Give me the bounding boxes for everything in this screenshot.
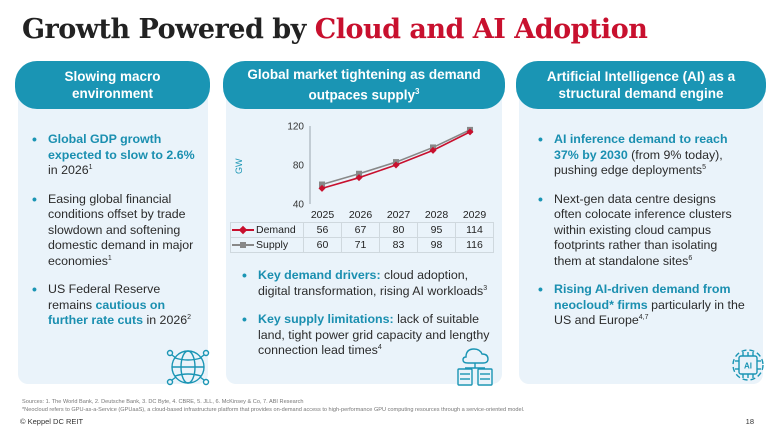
ai-chip-label: AI <box>744 362 752 371</box>
table-header-row: 2025 2026 2027 2028 2029 <box>231 208 494 223</box>
demand-legend-marker <box>232 226 254 234</box>
market-bullet-demand: Key demand drivers: cloud adoption, digi… <box>240 268 496 299</box>
legend-supply: Supply <box>230 237 304 253</box>
y-tick-label: 40 <box>293 200 305 211</box>
legend-demand: Demand <box>230 222 304 238</box>
year-cell: 2026 <box>348 209 373 221</box>
table-cell: 71 <box>341 237 380 253</box>
cloud-server-icon <box>457 348 493 386</box>
table-row-supply: Supply 60 71 83 98 116 <box>230 237 494 253</box>
macro-bullets: Global GDP growth expected to slow to 2.… <box>30 132 202 342</box>
y-tick-label: 80 <box>293 161 305 172</box>
point-demand <box>318 184 326 192</box>
title-part-dark: Growth Powered by <box>22 14 315 45</box>
point-demand <box>392 161 400 169</box>
panel-market-header: Global market tightening as demand outpa… <box>223 61 505 109</box>
series-line-supply <box>321 129 471 186</box>
table-cell: 80 <box>379 222 418 238</box>
macro-bullet-financial: Easing global financial conditions offse… <box>30 192 202 270</box>
year-cell: 2029 <box>462 209 487 221</box>
ai-chip-icon: AI <box>732 349 764 381</box>
y-tick-label: 120 <box>287 122 304 133</box>
table-cell: 98 <box>417 237 456 253</box>
year-cell: 2027 <box>386 209 411 221</box>
macro-bullet-gdp: Global GDP growth expected to slow to 2.… <box>30 132 202 179</box>
brand-footer: © Keppel DC REIT <box>20 417 84 426</box>
macro-bullet-fed: US Federal Reserve remains cautious on f… <box>30 282 202 329</box>
point-supply <box>356 170 362 177</box>
page-title: Growth Powered by Cloud and AI Adoption <box>22 14 648 45</box>
year-cell: 2025 <box>310 209 335 221</box>
table-cell: 116 <box>455 237 494 253</box>
table-cell: 60 <box>303 237 342 253</box>
point-demand <box>466 128 474 136</box>
table-cell: 114 <box>455 222 494 238</box>
table-cell: 67 <box>341 222 380 238</box>
table-cell: 83 <box>379 237 418 253</box>
panel-macro-header: Slowing macro environment <box>15 61 210 109</box>
sources-footnote: Sources: 1. The World Bank, 2. Deutsche … <box>22 399 304 405</box>
point-demand <box>355 174 363 182</box>
neocloud-footnote: *Neocloud refers to GPU-as-a-Service (GP… <box>22 407 525 413</box>
y-axis-label: GW <box>234 158 244 174</box>
table-cell: 95 <box>417 222 456 238</box>
title-part-red: Cloud and AI Adoption <box>314 14 648 45</box>
market-bullet-supply: Key supply limitations: lack of suitable… <box>240 312 496 359</box>
chart-data-table: 2025 2026 2027 2028 2029 Demand 56 67 80… <box>230 208 494 253</box>
ai-bullet-neocloud: Rising AI-driven demand from neocloud* f… <box>536 282 746 329</box>
ai-bullet-design: Next-gen data centre designs often coloc… <box>536 192 746 270</box>
page-number: 18 <box>745 417 754 426</box>
ai-bullets: AI inference demand to reach 37% by 2030… <box>536 132 746 342</box>
point-demand <box>429 146 437 154</box>
year-cell: 2028 <box>424 209 449 221</box>
market-bullets: Key demand drivers: cloud adoption, digi… <box>240 268 496 372</box>
panel-ai-header: Artificial Intelligence (AI) as a struct… <box>516 61 766 109</box>
point-supply <box>319 181 325 188</box>
table-cell: 56 <box>303 222 342 238</box>
supply-demand-chart: GW 120 80 40 <box>234 122 474 211</box>
table-row-demand: Demand 56 67 80 95 114 <box>230 222 494 238</box>
ai-bullet-inference: AI inference demand to reach 37% by 2030… <box>536 132 746 179</box>
globe-network-icon <box>166 349 210 386</box>
supply-legend-marker <box>232 241 254 249</box>
